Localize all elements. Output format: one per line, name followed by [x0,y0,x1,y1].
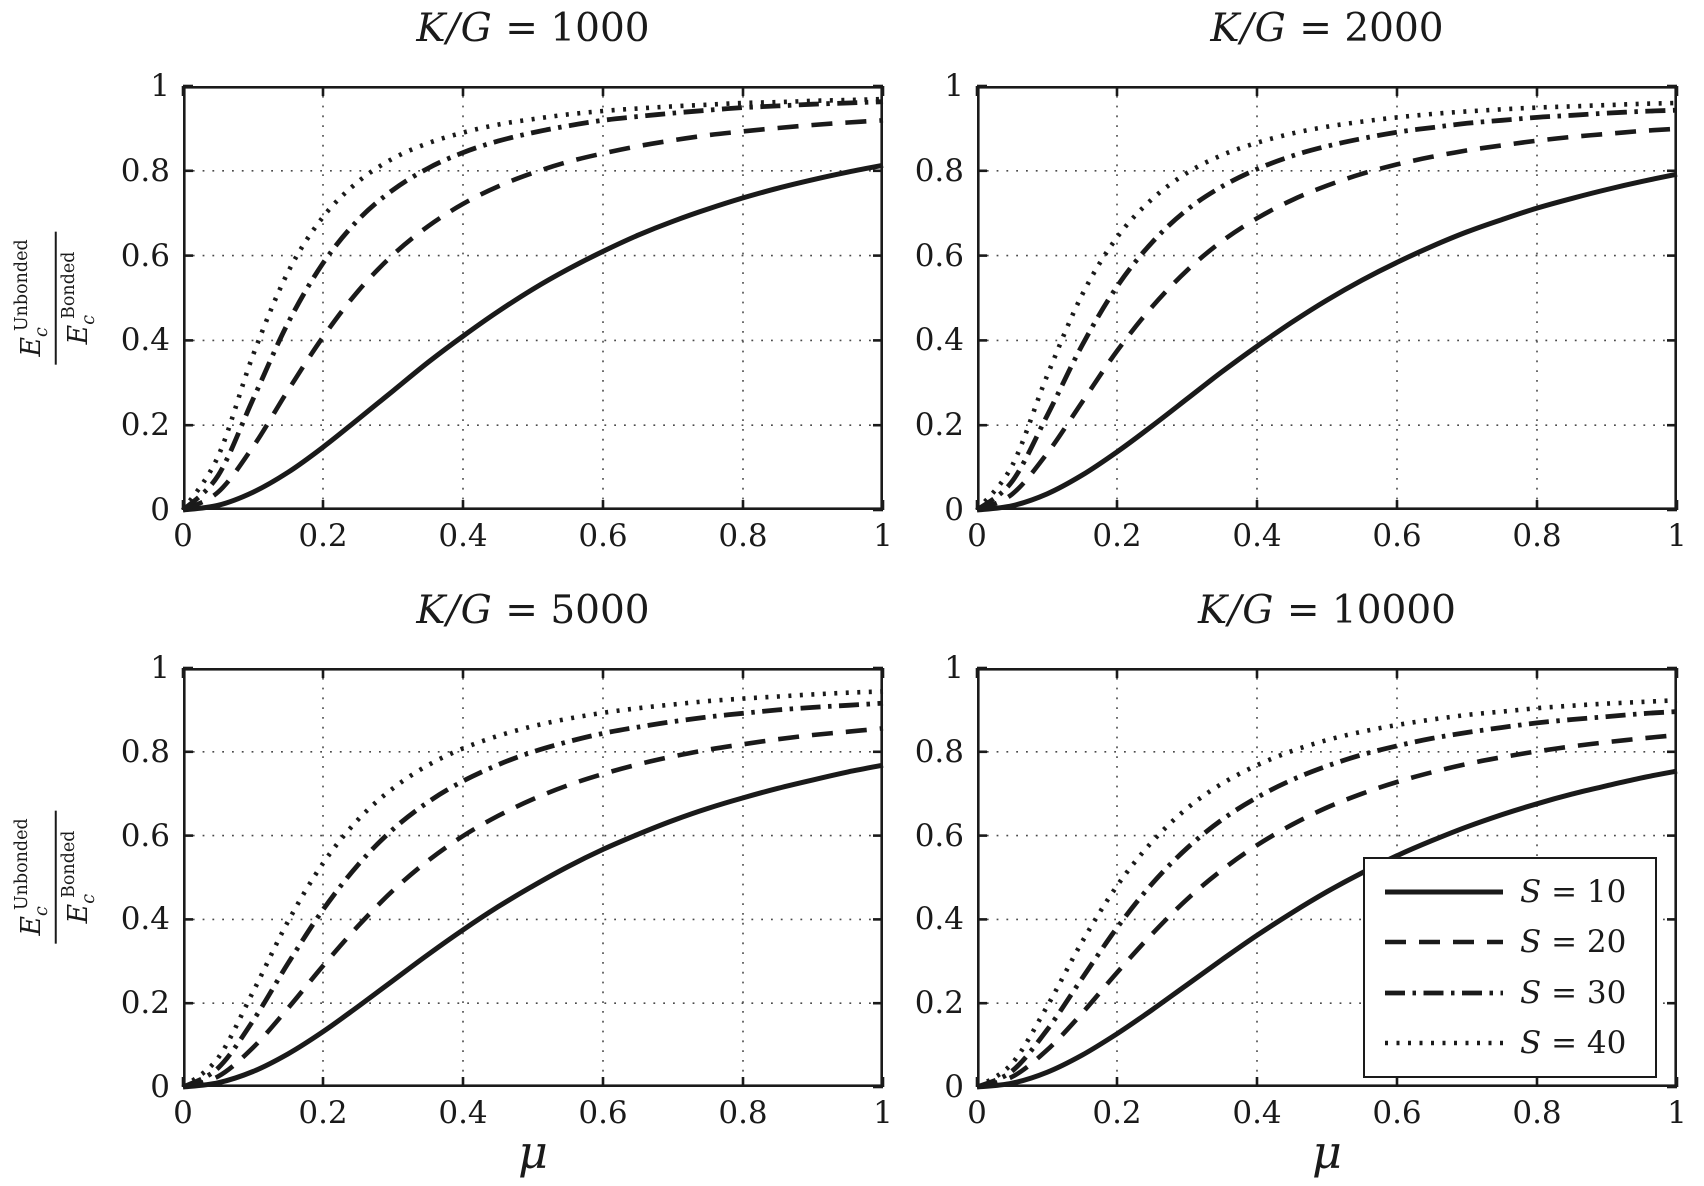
y-tick-label: 0.4 [914,322,964,359]
series-line-s10 [976,171,1678,513]
x-axis-label-mu-right: μ [1312,1125,1342,1179]
legend-entry-s30: S = 30 [1365,975,1655,1011]
x-tick-label: 0.2 [298,1095,348,1131]
y-tick-label: 0.8 [914,152,964,189]
legend-entry-s40: S = 40 [1365,1025,1655,1061]
y-tick-label: 0.2 [914,985,964,1022]
y-tick-label: 0.4 [120,901,170,938]
plot-area-kg-1000 [181,84,885,513]
plot-area-kg-5000 [181,666,885,1090]
x-tick-label: 0.6 [578,1095,628,1131]
x-tick-label: 0 [967,1095,987,1131]
series-line-s20 [182,726,884,1090]
y-tick-label: 0.6 [120,817,170,854]
legend-entry-s20: S = 20 [1365,924,1655,960]
x-tick-label: 0.8 [718,518,768,554]
legend-label-s20: S = 20 [1520,924,1627,961]
x-tick-label: 0.4 [1232,1095,1282,1131]
y-tick-label: 0.6 [120,237,170,274]
legend-label-s30: S = 30 [1520,974,1627,1011]
dash-dot-line-sample-icon [1385,990,1503,996]
subplot-title-kg-5000: K/G = 5000 [416,588,650,633]
subplot-title-kg-10000: K/G = 10000 [1198,588,1456,633]
y-tick-label: 0.2 [120,985,170,1022]
series-line-s30 [975,107,1678,512]
legend-box: S = 10 S = 20 S = 30 S = 40 [1363,857,1657,1078]
x-tick-label: 1 [1667,1095,1687,1131]
x-tick-label: 0.6 [1372,1095,1422,1131]
series-line-s10 [976,768,1678,1090]
series-line-s20 [976,126,1678,513]
series-line-s10 [182,162,884,513]
y-tick-label: 0.2 [120,407,170,444]
x-tick-label: 0.8 [1512,1095,1562,1131]
x-tick-label: 0.8 [718,1095,768,1131]
y-axis-label-numerator: EcUnbonded [12,810,57,944]
y-tick-label: 1 [150,68,170,104]
subplot-title-kg-1000: K/G = 1000 [416,6,650,51]
series-line-s30 [181,99,884,512]
y-tick-label: 0 [150,492,170,528]
legend-label-s40: S = 40 [1520,1024,1627,1061]
x-tick-label: 0.2 [298,518,348,554]
y-tick-label: 0.4 [120,322,170,359]
plot-area-kg-2000 [975,84,1679,513]
dotted-line-sample-icon [1385,1040,1503,1046]
series-line-s40 [975,698,1678,1089]
y-tick-label: 1 [944,68,964,104]
y-axis-label-denominator: EcBonded [59,830,99,924]
x-tick-label: 0.6 [1372,518,1422,554]
x-tick-label: 1 [873,1095,893,1131]
solid-line-sample-icon [1385,889,1503,895]
y-tick-label: 0.6 [914,817,964,854]
x-tick-label: 0 [967,518,987,554]
series-line-s40 [975,100,1678,512]
y-tick-label: 0 [944,1069,964,1105]
y-axis-label-denominator: EcBonded [59,251,99,345]
series-line-s40 [181,689,884,1089]
y-tick-label: 0.8 [120,733,170,770]
y-tick-label: 1 [944,650,964,686]
series-line-s40 [181,96,884,512]
x-tick-label: 0.6 [578,518,628,554]
y-tick-label: 0.2 [914,407,964,444]
y-tick-label: 0.8 [914,733,964,770]
y-tick-label: 0.6 [914,237,964,274]
x-tick-label: 1 [1667,518,1687,554]
series-line-s30 [975,709,1678,1090]
y-axis-label-numerator: EcUnbonded [12,231,57,365]
x-tick-label: 0.4 [438,1095,488,1131]
x-tick-label: 0.2 [1092,1095,1142,1131]
series-line-s20 [976,732,1678,1090]
x-tick-label: 0 [173,1095,193,1131]
series-line-s10 [182,762,884,1090]
x-axis-label-mu-left: μ [518,1125,548,1179]
y-axis-label-bottom-left: EcUnbonded EcBonded [12,810,100,944]
subplot-title-kg-2000: K/G = 2000 [1210,6,1444,51]
y-tick-label: 0.4 [914,901,964,938]
plot-area-kg-10000 [975,666,1679,1090]
y-tick-label: 0 [944,492,964,528]
dashed-line-sample-icon [1385,940,1503,945]
y-tick-label: 0 [150,1069,170,1105]
x-tick-label: 0.2 [1092,518,1142,554]
x-tick-label: 0.8 [1512,518,1562,554]
legend-label-s10: S = 10 [1520,874,1627,911]
x-tick-label: 0 [173,518,193,554]
y-axis-label-top-left: EcUnbonded EcBonded [12,231,100,365]
y-tick-label: 0.8 [120,152,170,189]
x-tick-label: 0.4 [1232,518,1282,554]
x-tick-label: 0.4 [438,518,488,554]
legend-entry-s10: S = 10 [1365,874,1655,910]
y-tick-label: 1 [150,650,170,686]
series-line-s30 [181,700,884,1090]
x-tick-label: 1 [873,518,893,554]
series-line-s20 [181,118,884,513]
